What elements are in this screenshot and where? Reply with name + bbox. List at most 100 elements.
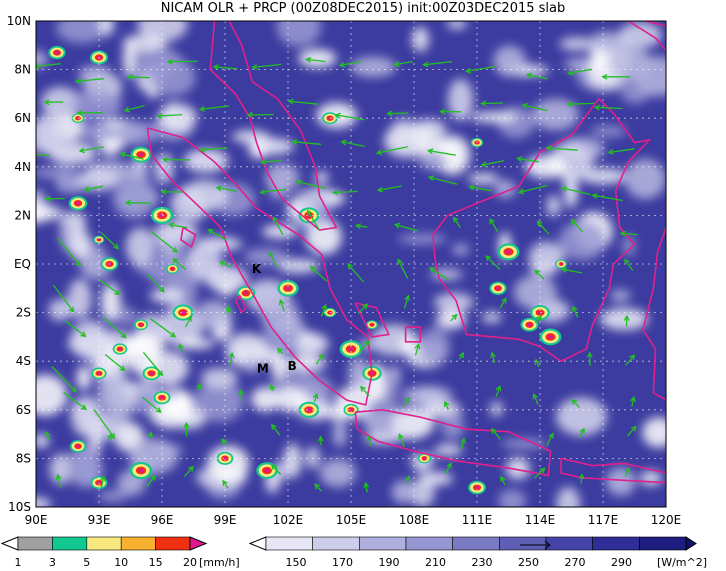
- olr-colorbar-left-arrow: [248, 536, 267, 551]
- cloud-patch: [642, 417, 666, 448]
- wind-arrow-shaft: [495, 386, 501, 397]
- wind-arrow: [225, 305, 232, 314]
- cloud-patch: [578, 403, 591, 415]
- wind-arrow-shaft: [428, 149, 456, 156]
- wind-arrow: [428, 267, 449, 281]
- lat-tick-label: 2N: [14, 208, 31, 222]
- wind-arrow-head: [272, 216, 279, 223]
- cloud-patch: [420, 471, 453, 486]
- wind-arrow-head: [601, 73, 608, 80]
- lat-tick-label: 8N: [14, 63, 31, 77]
- lon-tick-label: 93E: [88, 513, 111, 527]
- belitung-coast: [404, 326, 422, 343]
- wind-arrow-head: [591, 192, 598, 199]
- wind-arrow-shaft: [120, 153, 144, 160]
- wind-vectors: [36, 56, 638, 493]
- wind-arrow-head: [386, 110, 393, 117]
- wind-arrow: [375, 146, 408, 156]
- wind-arrow-shaft: [296, 180, 326, 190]
- wind-arrow: [36, 153, 51, 157]
- wind-arrow-head: [80, 404, 87, 411]
- wind-arrow: [55, 473, 62, 488]
- wind-arrow-shaft: [306, 58, 326, 63]
- wind-arrow-head: [404, 396, 411, 403]
- wind-arrow: [427, 175, 458, 185]
- wind-arrow: [450, 313, 458, 322]
- plot-area: [35, 20, 667, 508]
- wind-arrow-head: [309, 265, 316, 272]
- wind-arrow-head: [168, 222, 175, 229]
- precip-cell: [285, 286, 291, 291]
- wind-arrow: [578, 427, 585, 438]
- cloud-patch: [187, 240, 222, 281]
- wind-arrow: [305, 56, 326, 63]
- wind-arrow-shaft: [568, 68, 593, 75]
- wind-arrow-head: [485, 255, 492, 262]
- lat-tick-label: 4N: [14, 160, 31, 174]
- wind-arrow: [57, 238, 81, 267]
- precip-cell: [370, 323, 374, 326]
- wind-arrow-shaft: [320, 304, 327, 317]
- wind-arrow: [491, 427, 501, 440]
- cloud-patch: [505, 457, 530, 480]
- wind-arrow: [147, 431, 153, 439]
- wind-arrow: [534, 269, 545, 280]
- cloud-patch: [113, 180, 155, 219]
- wind-arrow-head: [228, 351, 235, 359]
- wind-arrow: [52, 284, 75, 313]
- cloud-patch: [195, 300, 232, 330]
- precip-cell: [97, 481, 101, 485]
- lon-tick-label: 117E: [588, 513, 619, 527]
- wind-arrow-head: [624, 467, 631, 474]
- wind-arrow-shaft: [357, 303, 368, 315]
- wind-arrow: [393, 60, 413, 67]
- precip-cell: [160, 396, 164, 400]
- wind-arrow-head: [517, 188, 525, 195]
- wind-arrow-shaft: [595, 106, 623, 110]
- wind-arrow-shaft: [45, 197, 65, 200]
- wind-arrow: [259, 158, 282, 165]
- cloud-patch: [76, 168, 120, 192]
- cloud-patch: [76, 365, 92, 391]
- wind-arrow-head: [468, 184, 475, 191]
- cloud-patch: [305, 446, 321, 469]
- wind-arrow-shaft: [292, 141, 322, 145]
- wind-arrow-shaft: [561, 187, 591, 196]
- wind-arrow-head: [318, 353, 325, 360]
- wind-arrow-head: [566, 101, 573, 108]
- wind-arrow-shaft: [481, 160, 505, 166]
- wind-arrow: [196, 382, 202, 392]
- wind-arrow-shaft: [36, 153, 51, 157]
- precip-colorbar-swatch: [120, 536, 156, 551]
- wind-arrow: [251, 63, 282, 70]
- cloud-patch: [158, 103, 197, 132]
- wind-arrow-head: [536, 315, 542, 322]
- cloud-patch: [36, 374, 68, 416]
- wind-arrow-shaft: [104, 353, 126, 371]
- wind-arrow: [366, 435, 373, 446]
- cloud-patch: [481, 312, 502, 323]
- wind-arrow: [166, 58, 198, 65]
- wind-arrow-head: [158, 286, 165, 293]
- wind-arrow-shaft: [500, 476, 506, 486]
- wind-arrow-shaft: [526, 73, 548, 80]
- wind-arrow-shaft: [533, 393, 539, 405]
- wind-arrow-shaft: [423, 60, 452, 66]
- wind-arrow: [570, 218, 584, 233]
- latitude-labels: 10N 8N 6N 4N 2N EQ 2S 4S 6S 8S 10S: [7, 14, 31, 514]
- wind-arrow-head: [414, 343, 421, 350]
- wind-arrow: [142, 351, 164, 377]
- wind-arrow-shaft: [57, 474, 62, 488]
- cloud-patch: [79, 251, 112, 280]
- wind-arrow: [357, 303, 369, 315]
- wind-arrow: [78, 146, 104, 154]
- longitude-labels: 90E 93E 96E 99E 102E 105E 108E 111E 114E 117E 120E: [25, 513, 682, 527]
- wind-arrow-shaft: [537, 220, 550, 235]
- wind-arrow: [443, 400, 450, 410]
- wind-arrow: [414, 343, 421, 356]
- wind-arrow-head: [427, 148, 434, 155]
- wind-arrow-head: [397, 258, 403, 265]
- wind-arrow-shaft: [572, 306, 579, 318]
- wind-arrow-head: [188, 465, 194, 472]
- wind-arrow-head: [516, 156, 523, 163]
